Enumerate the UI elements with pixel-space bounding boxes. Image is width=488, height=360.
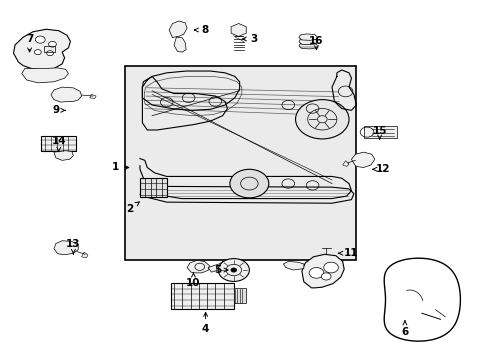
Text: 16: 16 — [308, 36, 323, 50]
Text: 14: 14 — [51, 136, 66, 152]
Polygon shape — [298, 38, 317, 45]
Polygon shape — [14, 29, 70, 70]
Polygon shape — [207, 259, 229, 272]
Circle shape — [323, 262, 338, 273]
Bar — [233, 288, 245, 303]
Bar — [41, 136, 76, 152]
Polygon shape — [174, 37, 186, 52]
Circle shape — [34, 50, 41, 55]
Circle shape — [46, 51, 53, 56]
Circle shape — [295, 100, 348, 139]
Polygon shape — [283, 261, 303, 270]
Polygon shape — [187, 260, 209, 273]
Text: 8: 8 — [194, 25, 208, 35]
Polygon shape — [54, 151, 73, 160]
Text: 9: 9 — [52, 105, 65, 115]
Circle shape — [321, 273, 330, 280]
Polygon shape — [90, 94, 96, 99]
Circle shape — [229, 169, 268, 198]
Polygon shape — [298, 42, 317, 49]
Bar — [363, 126, 396, 138]
Text: 6: 6 — [401, 321, 408, 337]
Polygon shape — [351, 152, 374, 167]
Polygon shape — [81, 252, 88, 258]
Text: 7: 7 — [26, 34, 33, 52]
Polygon shape — [169, 21, 187, 38]
Circle shape — [48, 41, 56, 47]
Text: 1: 1 — [112, 162, 128, 172]
Polygon shape — [342, 161, 348, 166]
Circle shape — [230, 268, 236, 272]
Circle shape — [308, 267, 323, 278]
Text: 15: 15 — [372, 126, 386, 139]
Bar — [140, 178, 166, 197]
Bar — [44, 46, 55, 52]
Polygon shape — [298, 34, 317, 40]
Bar — [170, 283, 233, 309]
Text: 5: 5 — [214, 265, 227, 275]
Polygon shape — [51, 87, 81, 102]
Text: 11: 11 — [338, 248, 358, 258]
Circle shape — [35, 36, 45, 43]
Text: 10: 10 — [186, 272, 200, 288]
Polygon shape — [231, 23, 246, 36]
Text: 12: 12 — [372, 164, 389, 174]
Polygon shape — [54, 241, 78, 255]
Circle shape — [218, 258, 249, 282]
Text: 2: 2 — [126, 202, 139, 213]
Polygon shape — [384, 258, 459, 341]
Text: 3: 3 — [242, 34, 257, 44]
Polygon shape — [22, 68, 68, 83]
Bar — [125, 66, 356, 260]
Polygon shape — [301, 254, 344, 288]
Text: 4: 4 — [202, 312, 209, 334]
Text: 13: 13 — [66, 239, 81, 254]
